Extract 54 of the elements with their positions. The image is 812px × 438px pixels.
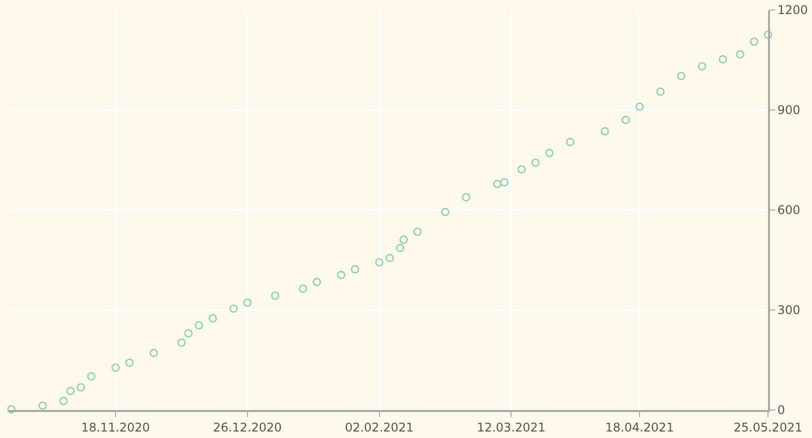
y-tick-label: 0: [777, 403, 786, 418]
point: [750, 38, 758, 46]
point: [396, 244, 404, 252]
point: [500, 178, 508, 186]
point: [636, 102, 644, 111]
point: [386, 254, 394, 262]
point: [298, 284, 308, 293]
point: [243, 298, 252, 307]
point: [271, 292, 280, 300]
point: [7, 405, 16, 414]
point: [76, 383, 85, 392]
point: [718, 55, 727, 64]
point: [518, 165, 526, 174]
point: [150, 348, 158, 358]
point: [622, 116, 630, 124]
point: [677, 72, 686, 80]
point: [59, 396, 68, 406]
point: [350, 265, 360, 274]
y-tick-label: 900: [777, 103, 800, 118]
x-tick-label: 25.05.2021: [734, 420, 802, 434]
x-tick-label: 02.02.2021: [344, 420, 414, 434]
point: [208, 314, 217, 322]
point: [764, 30, 772, 39]
point: [184, 329, 193, 338]
point: [111, 364, 120, 372]
point: [698, 62, 706, 70]
point: [493, 180, 502, 188]
point: [413, 228, 422, 236]
point: [337, 270, 346, 280]
point: [312, 278, 321, 286]
point: [375, 258, 384, 266]
point: [545, 148, 554, 158]
point: [229, 304, 238, 313]
y-tick-label: 600: [777, 203, 800, 218]
point: [87, 372, 96, 380]
point: [531, 158, 540, 167]
point: [400, 236, 408, 244]
point: [66, 386, 75, 396]
x-tick-label: 26.12.2020: [213, 420, 282, 434]
x-tick-label: 18.04.2021: [605, 420, 674, 434]
point: [656, 88, 665, 96]
x-tick-label: 18.11.2020: [81, 420, 150, 434]
point: [125, 358, 134, 367]
point: [194, 321, 203, 330]
point: [600, 127, 609, 136]
y-tick-label: 1200: [777, 3, 808, 18]
point: [566, 138, 574, 146]
point: [441, 208, 450, 216]
point: [177, 338, 186, 347]
point: [736, 50, 744, 58]
point: [38, 402, 47, 410]
point: [462, 193, 470, 202]
x-tick-label: 12.03.2021: [476, 420, 546, 434]
y-tick-label: 300: [777, 303, 800, 318]
